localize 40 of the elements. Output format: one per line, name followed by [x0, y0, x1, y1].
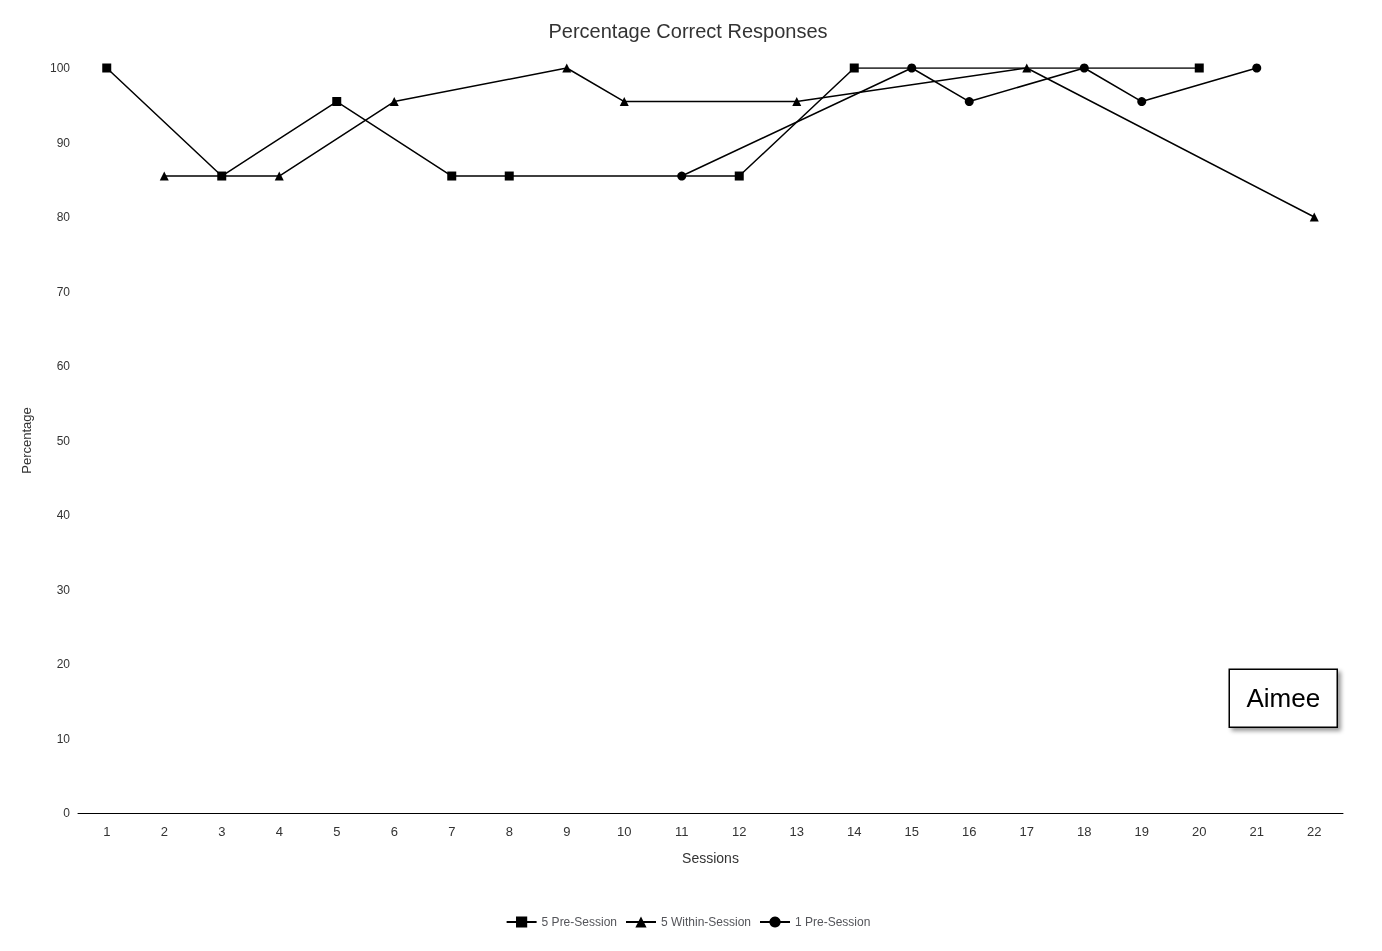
x-tick-label: 5 [333, 824, 341, 839]
x-tick-label: 22 [1307, 824, 1322, 839]
x-tick-label: 9 [563, 824, 571, 839]
x-tick-label: 8 [505, 824, 513, 839]
y-tick-label: 80 [56, 210, 71, 224]
x-tick-label: 7 [448, 824, 456, 839]
y-axis-title: Percentage [19, 407, 34, 474]
x-tick-label: 11 [675, 824, 689, 839]
x-tick-label: 17 [1019, 824, 1034, 839]
x-tick-label: 16 [962, 824, 977, 839]
annotation: Aimee [1246, 683, 1321, 714]
y-tick-label: 100 [49, 61, 71, 75]
y-tick-label: 0 [63, 806, 71, 820]
x-tick-label: 15 [904, 824, 919, 839]
x-tick-label: 2 [160, 824, 168, 839]
y-tick-label: 90 [56, 135, 71, 150]
x-tick-label: 14 [847, 824, 862, 839]
y-tick-label: 10 [56, 731, 71, 746]
legend-label: 5 Pre-Session [541, 915, 617, 929]
y-tick-label: 60 [56, 359, 71, 373]
x-tick-label: 20 [1192, 824, 1207, 839]
y-tick-label: 50 [56, 433, 71, 448]
y-tick-label: 20 [56, 657, 71, 671]
x-axis-title: Sessions [682, 850, 739, 866]
x-tick-label: 6 [390, 824, 398, 839]
y-tick-label: 70 [56, 284, 71, 299]
y-tick-label: 30 [56, 582, 71, 597]
legend-label: 5 Within-Session [660, 915, 752, 929]
x-tick-label: 13 [789, 824, 804, 839]
y-tick-label: 40 [56, 508, 71, 522]
chart-title: Percentage Correct Responses [548, 20, 828, 42]
x-tick-label: 19 [1134, 824, 1149, 839]
x-tick-label: 21 [1249, 824, 1264, 839]
x-tick-label: 4 [275, 824, 283, 839]
legend-label: 1 Pre-Session [795, 915, 871, 929]
x-tick-label: 12 [732, 824, 747, 839]
x-tick-label: 3 [218, 824, 226, 839]
x-tick-label: 18 [1077, 824, 1092, 839]
x-tick-label: 10 [617, 824, 632, 839]
x-tick-label: 1 [103, 824, 111, 839]
